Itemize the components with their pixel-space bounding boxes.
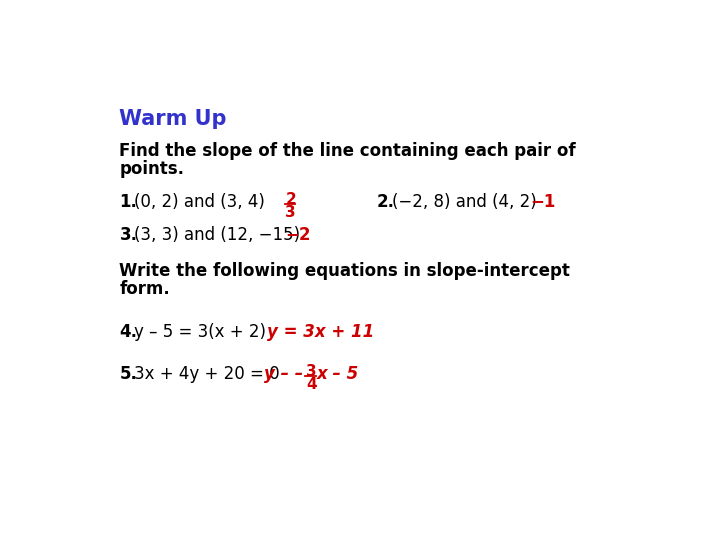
Text: −1: −1: [530, 193, 556, 211]
Text: y – 5 = 3(x + 2): y – 5 = 3(x + 2): [134, 323, 266, 341]
Text: Warm Up: Warm Up: [120, 110, 227, 130]
Text: points.: points.: [120, 160, 184, 178]
Text: 3: 3: [306, 363, 317, 379]
Text: x – 5: x – 5: [317, 365, 359, 383]
Text: 3.: 3.: [120, 226, 138, 245]
Text: Find the slope of the line containing each pair of: Find the slope of the line containing ea…: [120, 142, 576, 160]
Text: 1.: 1.: [120, 193, 138, 211]
Text: (3, 3) and (12, −15): (3, 3) and (12, −15): [134, 226, 300, 245]
Text: (0, 2) and (3, 4): (0, 2) and (3, 4): [134, 193, 265, 211]
Text: 2.: 2.: [377, 193, 395, 211]
Text: −2: −2: [285, 226, 311, 245]
Text: Write the following equations in slope-intercept: Write the following equations in slope-i…: [120, 262, 570, 280]
Text: 4: 4: [306, 377, 317, 392]
Text: 5.: 5.: [120, 365, 138, 383]
Text: 3x + 4y + 20 = 0: 3x + 4y + 20 = 0: [134, 365, 280, 383]
Text: (−2, 8) and (4, 2): (−2, 8) and (4, 2): [392, 193, 537, 211]
Text: 4.: 4.: [120, 323, 138, 341]
Text: form.: form.: [120, 280, 170, 299]
Text: y = 3x + 11: y = 3x + 11: [267, 323, 374, 341]
Text: 3: 3: [285, 205, 296, 220]
Text: 2: 2: [285, 192, 296, 207]
Text: y – –: y – –: [264, 365, 304, 383]
